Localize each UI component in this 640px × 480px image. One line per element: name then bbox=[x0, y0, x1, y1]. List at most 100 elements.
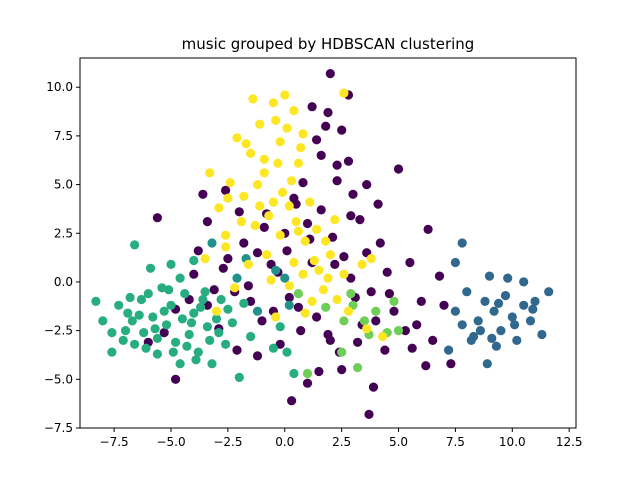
data-point-cluster-3-30 bbox=[130, 240, 140, 250]
data-point-cluster-3-52 bbox=[223, 304, 233, 314]
data-point-cluster-3-50 bbox=[127, 316, 137, 326]
data-point-cluster-2-3 bbox=[284, 300, 294, 310]
data-point-cluster-1-4 bbox=[473, 316, 483, 326]
data-point-cluster-1-18 bbox=[519, 277, 529, 287]
data-point-cluster-3-20 bbox=[193, 347, 203, 357]
data-point-cluster-0-36 bbox=[423, 224, 433, 234]
data-point-cluster-3-3 bbox=[114, 300, 124, 310]
data-point-cluster-5-60 bbox=[323, 273, 333, 283]
data-point-cluster-1-1 bbox=[457, 320, 467, 330]
data-point-cluster-3-46 bbox=[200, 287, 210, 297]
data-point-cluster-0-23 bbox=[332, 176, 342, 186]
data-point-cluster-3-49 bbox=[182, 341, 192, 351]
data-point-cluster-3-41 bbox=[214, 328, 224, 338]
data-point-cluster-5-49 bbox=[252, 180, 263, 190]
data-point-cluster-3-32 bbox=[175, 273, 185, 283]
data-point-cluster-1-12 bbox=[519, 300, 529, 310]
data-point-cluster-0-87 bbox=[243, 281, 253, 291]
data-point-cluster-4-7 bbox=[353, 363, 363, 373]
data-point-cluster-5-19 bbox=[305, 197, 315, 207]
data-point-cluster-3-37 bbox=[168, 347, 178, 357]
data-point-cluster-0-0 bbox=[223, 254, 233, 264]
data-point-cluster-5-7 bbox=[250, 220, 260, 231]
data-point-cluster-0-84 bbox=[323, 107, 333, 118]
data-point-cluster-5-35 bbox=[221, 242, 231, 252]
plot-frame bbox=[79, 57, 577, 429]
data-point-cluster-0-48 bbox=[287, 396, 297, 406]
data-point-cluster-0-22 bbox=[343, 156, 354, 166]
data-point-cluster-5-15 bbox=[287, 176, 297, 186]
data-point-cluster-3-47 bbox=[118, 335, 128, 345]
data-point-cluster-1-23 bbox=[491, 341, 501, 351]
data-point-cluster-5-36 bbox=[298, 269, 308, 279]
data-point-cluster-0-63 bbox=[221, 185, 231, 195]
data-point-cluster-5-65 bbox=[289, 257, 299, 268]
data-point-cluster-4-12 bbox=[293, 289, 303, 299]
data-point-cluster-4-11 bbox=[393, 326, 404, 336]
data-point-cluster-5-28 bbox=[271, 115, 281, 125]
data-point-cluster-0-51 bbox=[232, 345, 242, 355]
data-point-cluster-3-0 bbox=[91, 296, 101, 306]
data-point-cluster-3-9 bbox=[143, 289, 153, 299]
data-point-cluster-3-38 bbox=[186, 318, 197, 328]
data-point-cluster-3-40 bbox=[205, 335, 215, 345]
data-point-cluster-0-31 bbox=[389, 306, 399, 316]
data-point-cluster-5-21 bbox=[314, 265, 324, 275]
data-point-cluster-0-64 bbox=[234, 207, 244, 217]
data-point-cluster-2-5 bbox=[280, 273, 290, 283]
data-point-cluster-5-61 bbox=[343, 306, 354, 316]
data-point-cluster-3-44 bbox=[159, 306, 169, 316]
data-point-cluster-1-10 bbox=[507, 312, 517, 322]
data-point-cluster-1-27 bbox=[509, 320, 520, 330]
data-point-cluster-3-31 bbox=[145, 263, 156, 273]
data-point-cluster-5-47 bbox=[293, 158, 303, 168]
data-point-cluster-1-16 bbox=[544, 287, 554, 297]
data-point-cluster-5-33 bbox=[243, 259, 253, 269]
data-point-cluster-0-61 bbox=[202, 217, 212, 227]
data-point-cluster-1-29 bbox=[475, 326, 485, 336]
data-point-cluster-0-27 bbox=[366, 287, 376, 297]
data-point-cluster-0-25 bbox=[355, 215, 365, 225]
data-point-cluster-5-20 bbox=[309, 255, 319, 266]
data-point-cluster-3-19 bbox=[189, 308, 199, 318]
data-point-cluster-0-4 bbox=[252, 248, 263, 258]
data-point-cluster-4-10 bbox=[389, 296, 399, 306]
y-tick-label: −2.5 bbox=[44, 324, 73, 338]
data-point-cluster-3-25 bbox=[216, 294, 226, 305]
data-point-cluster-3-59 bbox=[189, 255, 199, 266]
data-point-cluster-5-58 bbox=[271, 312, 281, 322]
data-point-cluster-5-44 bbox=[211, 306, 222, 316]
data-point-cluster-0-21 bbox=[337, 125, 347, 135]
data-point-cluster-0-58 bbox=[152, 213, 162, 223]
y-tick-label: 10.0 bbox=[46, 80, 73, 94]
data-point-cluster-5-22 bbox=[318, 285, 328, 295]
data-point-cluster-0-92 bbox=[282, 246, 292, 256]
data-point-cluster-3-14 bbox=[166, 300, 176, 310]
data-point-cluster-0-62 bbox=[198, 189, 208, 199]
data-point-cluster-0-46 bbox=[314, 366, 324, 377]
data-point-cluster-0-5 bbox=[257, 316, 267, 326]
data-point-cluster-3-35 bbox=[152, 333, 162, 343]
data-point-cluster-5-26 bbox=[280, 90, 290, 100]
data-point-cluster-3-5 bbox=[125, 292, 135, 303]
data-point-cluster-4-4 bbox=[359, 316, 369, 326]
data-point-cluster-0-18 bbox=[307, 102, 317, 112]
data-point-cluster-3-39 bbox=[196, 302, 206, 312]
y-axis: −7.5 −5.0 −2.5 0.0 2.5 5.0 7.5 10.0 bbox=[44, 80, 80, 435]
data-point-cluster-1-26 bbox=[528, 304, 538, 314]
data-point-cluster-1-15 bbox=[537, 329, 547, 340]
data-point-cluster-5-6 bbox=[246, 148, 256, 158]
data-point-cluster-5-39 bbox=[255, 201, 265, 211]
data-point-cluster-0-67 bbox=[316, 205, 326, 215]
data-point-cluster-5-10 bbox=[264, 211, 274, 221]
x-tick-label: 10.0 bbox=[499, 435, 526, 449]
y-tick-label: 0.0 bbox=[54, 275, 73, 289]
data-point-cluster-1-24 bbox=[482, 359, 492, 369]
data-point-cluster-5-11 bbox=[268, 98, 278, 108]
data-point-cluster-0-73 bbox=[293, 302, 303, 312]
data-point-cluster-3-23 bbox=[207, 359, 217, 369]
data-point-cluster-0-91 bbox=[259, 222, 269, 232]
data-point-cluster-4-2 bbox=[337, 347, 347, 357]
data-point-cluster-0-70 bbox=[346, 273, 356, 283]
data-point-cluster-0-85 bbox=[332, 160, 342, 170]
